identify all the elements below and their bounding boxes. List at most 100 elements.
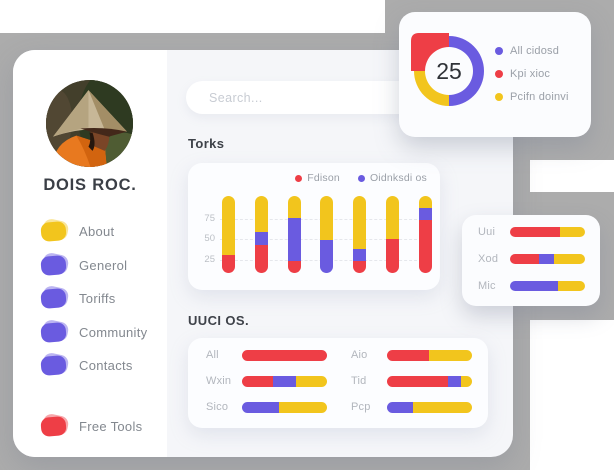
bar-segment (254, 245, 268, 273)
avatar-photo (46, 80, 133, 167)
side-bars-card: Uui Xod Mic (462, 215, 600, 306)
sidebar-item-community[interactable]: Community (13, 316, 167, 350)
bar-segment (320, 239, 334, 273)
about-icon (41, 222, 66, 241)
legend-label: All cidosd (510, 45, 560, 57)
bar-segment (510, 254, 539, 264)
legend-label: Oidnksdi os (369, 172, 427, 184)
horizontal-bar (510, 227, 585, 237)
sidebar: DOIS ROC. About Generol Toriffs Communit… (13, 50, 167, 457)
bar-row-label: Xod (478, 253, 499, 265)
bar-segment (510, 227, 561, 237)
stacked-bar (222, 196, 235, 273)
bar-segment (353, 260, 367, 273)
legend-item: All cidosd (495, 43, 569, 59)
horizontal-bar (387, 375, 472, 387)
generol-icon (41, 256, 66, 275)
bar-segment (386, 196, 400, 240)
bar-segment (242, 401, 279, 413)
bar-segment (353, 249, 367, 261)
horizontal-bar (510, 281, 585, 291)
bar-row: Wxin (206, 370, 327, 392)
horizontal-bar (510, 254, 585, 264)
bar-segment (387, 349, 429, 361)
bar-segment (273, 375, 297, 387)
legend-item: Pcifn doinvi (495, 89, 569, 105)
bar-segment (418, 196, 432, 209)
bar-row: Sico (206, 396, 327, 418)
horizontal-bar (242, 349, 327, 361)
bar-segment (254, 232, 268, 246)
legend-label: Fdison (307, 172, 340, 184)
legend-item: Oidnksdi os (357, 172, 427, 184)
stacked-bars (222, 196, 432, 273)
stacked-bar (254, 196, 268, 273)
legend-label: Kpi xioc (510, 68, 551, 80)
bar-segment (278, 401, 327, 413)
search-input[interactable] (186, 81, 441, 114)
legend-dot-icon (357, 174, 365, 182)
y-axis-tick: 25 (204, 254, 215, 265)
bar-segment (412, 401, 472, 413)
donut-slice-all-cidosd (449, 36, 484, 106)
stacked-bar (320, 196, 334, 273)
bar-row-label: Tid (351, 375, 367, 387)
bar-segment (418, 208, 432, 220)
community-icon (41, 323, 66, 342)
bar-segment (242, 375, 274, 387)
bar-segment (222, 255, 235, 273)
toriffs-icon (41, 289, 66, 308)
bar-segment (538, 254, 555, 264)
bar-segment (554, 254, 585, 264)
contacts-icon (41, 356, 66, 375)
bar-segment (387, 375, 449, 387)
y-axis-tick: 50 (204, 233, 215, 244)
bar-segment (287, 260, 301, 273)
horizontal-bar (242, 401, 327, 413)
legend-dot-icon (495, 70, 503, 78)
avatar[interactable] (46, 80, 133, 167)
legend-dot-icon (495, 47, 503, 55)
bar-row: Mic (478, 275, 585, 297)
horizontal-bar (387, 401, 472, 413)
torks-plot-area: 75 50 25 (198, 196, 432, 273)
bar-segment (296, 375, 327, 387)
horizontal-bar (242, 375, 327, 387)
bar-segment (428, 349, 472, 361)
bar-segment (558, 281, 585, 291)
bar-segment (560, 227, 585, 237)
bar-row-label: Mic (478, 280, 496, 292)
bar-row-label: Sico (206, 401, 229, 413)
bar-row-label: All (206, 349, 219, 361)
main-area: Torks Fdison Oidnksdi os 75 (167, 50, 513, 457)
torks-chart-card: Fdison Oidnksdi os 75 50 25 (188, 163, 440, 290)
legend-item: Kpi xioc (495, 66, 569, 82)
donut-center-value: 25 (436, 57, 462, 84)
bar-segment (386, 239, 400, 273)
bar-segment (287, 196, 301, 219)
uuci-section-title: UUCI OS. (188, 313, 249, 328)
donut-stat-card: 25 All cidosd Kpi xioc Pcifn doinvi (399, 12, 591, 137)
sidebar-item-generol[interactable]: Generol (13, 249, 167, 283)
stacked-bar (287, 196, 301, 273)
bar-row: Uui (478, 221, 585, 243)
bar-segment (387, 401, 413, 413)
bar-segment (320, 196, 334, 240)
stacked-bar (386, 196, 400, 273)
donut-slice-pcifn-doinvi (414, 71, 449, 106)
stacked-bar (353, 196, 367, 273)
sidebar-item-toriffs[interactable]: Toriffs (13, 282, 167, 316)
uuci-card: All Aio Wxin Tid Sico Pcp (188, 338, 488, 428)
bar-segment (353, 196, 367, 250)
torks-section-title: Torks (188, 136, 225, 151)
bar-segment (418, 219, 432, 273)
bar-segment (287, 218, 301, 261)
sidebar-item-free-tools[interactable]: Free Tools (13, 410, 167, 444)
sidebar-item-about[interactable]: About (13, 215, 167, 249)
bar-segment (222, 196, 235, 256)
bar-row: Tid (351, 370, 472, 392)
bar-row: All (206, 344, 327, 366)
sidebar-item-contacts[interactable]: Contacts (13, 349, 167, 383)
y-axis-tick: 75 (204, 213, 215, 224)
